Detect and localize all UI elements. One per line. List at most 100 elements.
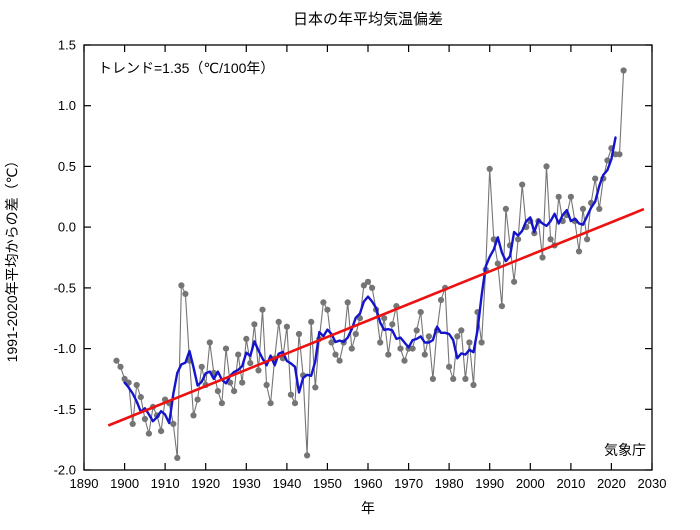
annual-data-point xyxy=(247,360,254,367)
annual-data-point xyxy=(413,327,420,334)
annual-data-point xyxy=(182,290,189,297)
x-tick-label: 2010 xyxy=(556,476,585,491)
x-tick-label: 1970 xyxy=(394,476,423,491)
x-axis-label: 年 xyxy=(361,500,375,516)
x-tick-label: 1910 xyxy=(151,476,180,491)
annual-data-point xyxy=(547,236,554,243)
annual-data-point xyxy=(328,339,335,346)
annual-data-point xyxy=(575,248,583,255)
y-tick-label: 0.5 xyxy=(58,159,76,174)
annual-data-point xyxy=(336,357,343,364)
annual-data-point xyxy=(584,236,591,243)
annual-data-point xyxy=(283,323,290,330)
annual-data-point xyxy=(401,357,408,364)
x-tick-label: 1980 xyxy=(435,476,464,491)
annual-data-point xyxy=(450,375,457,382)
annual-data-point xyxy=(121,375,128,382)
annual-data-point xyxy=(178,282,185,289)
annual-series-line xyxy=(116,70,625,458)
annual-data-point xyxy=(259,306,266,313)
annual-data-point xyxy=(174,454,181,461)
annual-data-point xyxy=(429,375,436,382)
annual-data-point xyxy=(267,400,274,407)
annual-data-point xyxy=(194,396,201,403)
annual-data-point xyxy=(113,357,120,364)
annual-data-point xyxy=(332,351,339,358)
annual-data-point xyxy=(596,205,603,212)
plot-area: 1890 1900 1910 1920 1930 1940 1950 1960 1970 1980… xyxy=(54,38,667,492)
annual-data-point xyxy=(470,381,477,389)
annual-data-point xyxy=(360,282,367,289)
annual-data-point xyxy=(214,388,221,395)
annual-data-point xyxy=(352,330,359,338)
annual-data-point xyxy=(170,420,177,427)
annual-data-point xyxy=(381,315,388,322)
attribution: 気象庁 xyxy=(604,442,646,458)
annual-data-point xyxy=(369,284,376,291)
annual-data-point xyxy=(539,254,546,261)
annual-data-point xyxy=(417,309,424,316)
annual-data-point xyxy=(222,345,230,352)
annual-data-point xyxy=(543,163,550,170)
annual-data-point xyxy=(190,412,197,419)
annual-data-point xyxy=(458,327,465,334)
annual-data-point xyxy=(295,330,303,338)
annual-data-point xyxy=(389,321,396,328)
annual-data-point xyxy=(263,381,270,389)
annual-data-point xyxy=(291,400,299,407)
x-tick-label: 2000 xyxy=(516,476,545,491)
annual-data-point xyxy=(510,278,518,285)
chart-title: 日本の年平均気温偏差 xyxy=(293,11,443,28)
annual-data-point xyxy=(421,351,428,358)
annual-data-point xyxy=(502,205,509,212)
annual-data-point xyxy=(478,339,485,346)
annual-data-point xyxy=(239,379,246,386)
annual-data-point xyxy=(579,205,587,212)
y-tick-label: -1.0 xyxy=(54,341,76,356)
annual-data-point xyxy=(555,193,562,200)
annual-data-point xyxy=(117,363,124,370)
x-tick-label: 1930 xyxy=(232,476,261,491)
annual-data-point xyxy=(490,236,497,243)
annual-data-point xyxy=(218,400,225,407)
annual-data-point xyxy=(133,381,140,389)
x-tick-label: 2030 xyxy=(638,476,667,491)
annual-data-point xyxy=(409,345,416,352)
annual-data-point xyxy=(486,165,493,172)
trend-annotation: トレンド=1.35（℃/100年） xyxy=(98,60,274,76)
annual-data-point xyxy=(129,420,136,427)
x-tick-label: 1990 xyxy=(475,476,504,491)
annual-data-point xyxy=(620,67,627,74)
annual-data-point xyxy=(145,430,152,437)
annual-data-point xyxy=(364,278,372,285)
annual-data-point xyxy=(255,367,262,374)
annual-data-point xyxy=(275,318,282,325)
annual-data-point xyxy=(304,452,311,459)
annual-data-point xyxy=(377,339,384,346)
annual-data-point xyxy=(385,351,392,358)
annual-data-point xyxy=(515,236,522,243)
annual-data-point xyxy=(494,260,501,267)
y-tick-label: -0.5 xyxy=(54,280,76,295)
annual-data-point xyxy=(604,157,611,164)
annual-data-point xyxy=(235,351,242,358)
annual-data-point xyxy=(312,384,319,391)
annual-data-point xyxy=(425,333,432,340)
annual-data-point xyxy=(231,388,238,395)
x-tick-label: 1940 xyxy=(272,476,301,491)
annual-data-point xyxy=(320,299,327,306)
annual-data-point xyxy=(592,175,599,182)
x-tick-label: 1890 xyxy=(70,476,99,491)
y-axis-label: 1991-2020年平均からの差（℃） xyxy=(4,154,20,363)
y-tick-label: 1.0 xyxy=(58,98,76,113)
annual-data-point xyxy=(466,339,473,346)
y-tick-label: 0.0 xyxy=(58,220,76,235)
annual-data-point xyxy=(454,333,461,340)
annual-data-point xyxy=(567,193,575,200)
y-tick-label: 1.5 xyxy=(58,38,76,53)
x-tick-label: 2020 xyxy=(597,476,626,491)
annual-data-point xyxy=(287,391,294,398)
annual-data-point xyxy=(519,181,526,188)
